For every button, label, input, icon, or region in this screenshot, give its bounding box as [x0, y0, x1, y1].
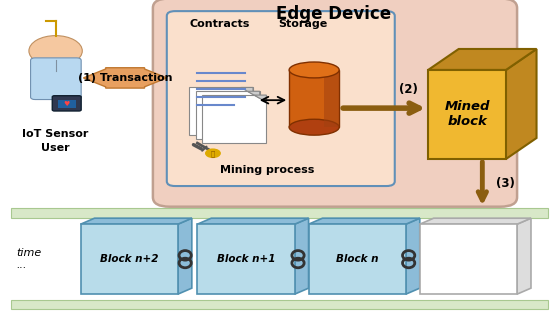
Polygon shape	[420, 218, 531, 224]
Text: Contracts: Contracts	[190, 19, 250, 29]
Text: time
...: time ...	[17, 248, 42, 270]
Text: User: User	[41, 143, 70, 153]
Polygon shape	[254, 95, 266, 102]
FancyBboxPatch shape	[196, 91, 260, 139]
Polygon shape	[81, 224, 178, 294]
FancyBboxPatch shape	[167, 11, 395, 186]
Text: Block n+2: Block n+2	[100, 254, 158, 264]
Ellipse shape	[289, 119, 339, 135]
FancyBboxPatch shape	[31, 58, 81, 100]
Polygon shape	[197, 224, 295, 294]
Polygon shape	[197, 218, 309, 224]
Text: Block n: Block n	[336, 254, 379, 264]
Text: (3): (3)	[496, 177, 515, 190]
Polygon shape	[324, 70, 339, 127]
Polygon shape	[517, 218, 531, 294]
Text: Mining process: Mining process	[220, 165, 314, 175]
Polygon shape	[428, 70, 506, 159]
Text: (1) Transaction: (1) Transaction	[78, 73, 172, 83]
Text: (2): (2)	[399, 83, 418, 95]
Text: ₿: ₿	[211, 150, 215, 156]
Text: Edge Device: Edge Device	[276, 5, 391, 23]
Polygon shape	[506, 49, 537, 159]
Circle shape	[206, 149, 220, 157]
Circle shape	[29, 36, 82, 66]
Polygon shape	[83, 68, 167, 88]
Polygon shape	[309, 224, 406, 294]
FancyBboxPatch shape	[11, 300, 548, 309]
FancyBboxPatch shape	[189, 87, 253, 135]
FancyBboxPatch shape	[202, 95, 266, 143]
Polygon shape	[178, 218, 192, 294]
Text: ♥: ♥	[63, 101, 70, 107]
Text: Block n+1: Block n+1	[217, 254, 275, 264]
Ellipse shape	[289, 62, 339, 78]
Polygon shape	[428, 49, 537, 70]
Polygon shape	[241, 87, 253, 94]
Text: Storage: Storage	[279, 19, 327, 29]
FancyBboxPatch shape	[153, 0, 517, 207]
Polygon shape	[247, 91, 260, 98]
Polygon shape	[309, 218, 420, 224]
Polygon shape	[420, 224, 517, 294]
FancyBboxPatch shape	[58, 100, 76, 108]
FancyBboxPatch shape	[11, 208, 548, 218]
Text: IoT Sensor: IoT Sensor	[22, 128, 89, 139]
FancyBboxPatch shape	[52, 96, 81, 111]
Text: Mined
block: Mined block	[444, 100, 490, 128]
Polygon shape	[81, 218, 192, 224]
Polygon shape	[295, 218, 309, 294]
Polygon shape	[406, 218, 420, 294]
Polygon shape	[289, 70, 339, 127]
